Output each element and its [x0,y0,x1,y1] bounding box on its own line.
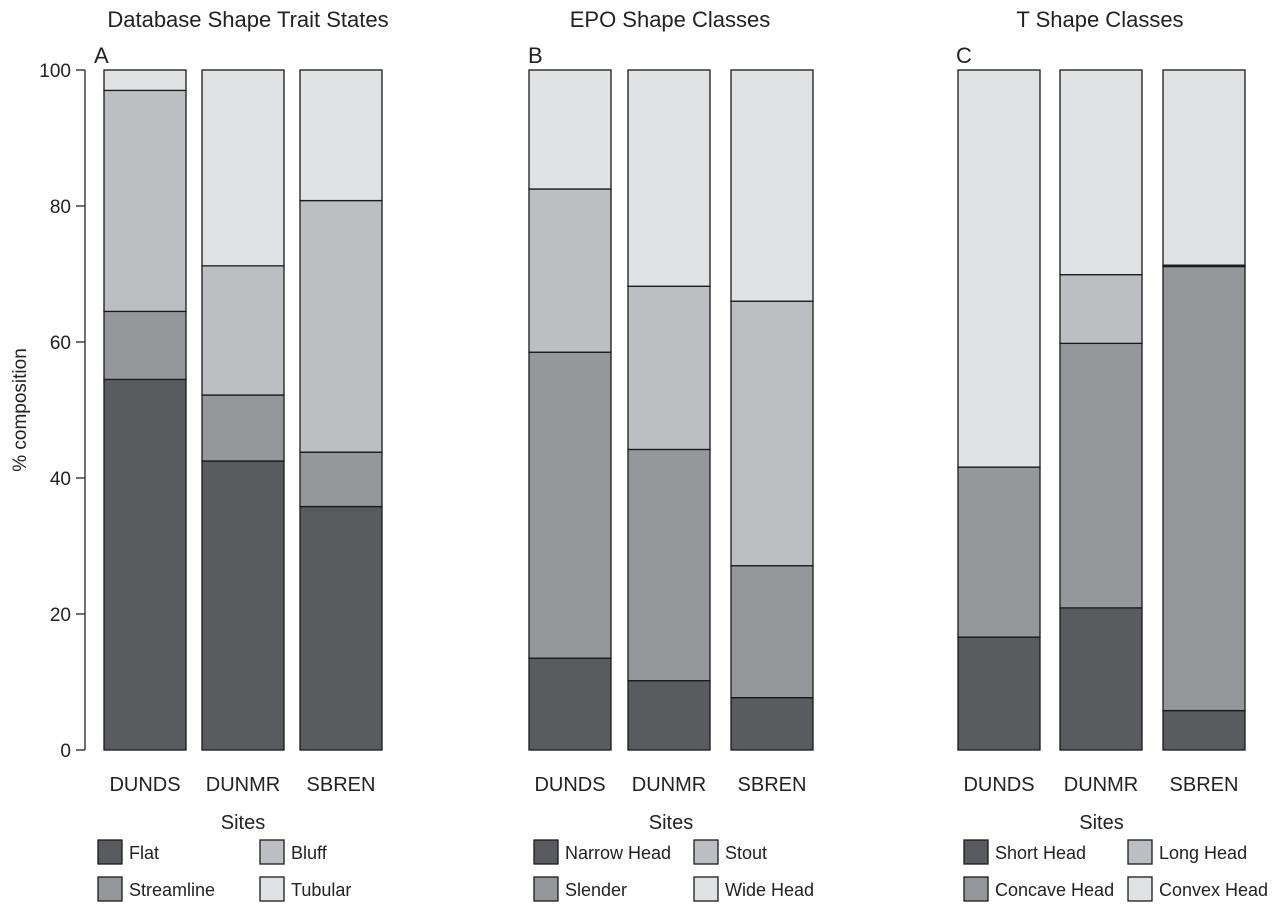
bar-segment-slender [730,565,814,699]
x-tick-label: DUNDS [534,774,605,796]
bar-segment-streamline [103,310,187,381]
chart-title: T Shape Classes [1016,7,1183,32]
bar-segment-short-head [1059,607,1143,751]
bar-segment-flat [201,460,285,751]
bar-segment-convex-head [957,69,1041,468]
legend-label: Short Head [995,843,1086,863]
bar-segment-slender [528,351,612,659]
bar-segment-convex-head [1059,69,1143,276]
legend-label: Flat [129,843,159,863]
x-tick-label: SBREN [307,774,376,796]
x-tick-label: SBREN [738,774,807,796]
bar-segment-wide-head [528,69,612,190]
x-axis-label: Sites [221,812,265,834]
x-tick-label: DUNMR [632,774,706,796]
legend-swatch [1127,876,1153,902]
y-tick-label: 0 [60,741,71,762]
bar-segment-bluff [299,199,383,453]
x-tick-label: DUNMR [206,774,280,796]
bar-segment-convex-head [1162,69,1246,266]
legend-label: Bluff [291,843,328,863]
y-axis-label: % composition [10,348,31,472]
legend-label: Concave Head [995,880,1114,900]
legend-label: Wide Head [725,880,814,900]
bar-segment-narrow-head [730,696,814,751]
legend-label: Streamline [129,880,215,900]
legend-swatch [259,876,285,902]
y-tick-label: 100 [39,61,71,82]
legend-swatch [1127,839,1153,865]
legend-label: Tubular [291,880,351,900]
bar-segment-flat [103,378,187,751]
bar-segment-bluff [201,265,285,396]
legend-swatch [963,876,989,902]
bar-segment-short-head [1162,709,1246,751]
x-tick-label: DUNMR [1064,774,1138,796]
bar-segment-stout [730,300,814,567]
legend-label: Stout [725,843,767,863]
bar-segment-stout [528,188,612,353]
y-tick-label: 80 [50,197,71,218]
bar-segment-short-head [957,636,1041,751]
bar-segment-stout [627,285,711,451]
bar-segment-tubular [201,69,285,267]
legend-swatch [533,839,559,865]
bar-segment-slender [627,448,711,682]
bar-segment-concave-head [1162,265,1246,712]
legend-label: Slender [565,880,627,900]
x-tick-label: DUNDS [963,774,1034,796]
legend-label: Narrow Head [565,843,671,863]
bar-segment-long-head [1059,274,1143,345]
chart-title: Database Shape Trait States [107,7,388,32]
bar-segment-streamline [299,451,383,508]
chart-title: EPO Shape Classes [570,7,771,32]
bar-segment-wide-head [627,69,711,287]
x-tick-label: DUNDS [109,774,180,796]
bar-segment-wide-head [730,69,814,302]
legend-label: Long Head [1159,843,1247,863]
bar-segment-narrow-head [627,679,711,751]
x-tick-label: SBREN [1170,774,1239,796]
legend-swatch [963,839,989,865]
bar-segment-bluff [103,89,187,313]
legend-swatch [693,839,719,865]
bar-segment-concave-head [1059,342,1143,609]
panel-letter: A [94,43,109,68]
bar-segment-tubular [103,69,187,92]
y-tick-label: 60 [50,333,71,354]
x-axis-label: Sites [1079,812,1123,834]
y-tick-label: 40 [50,469,71,490]
x-axis-label: Sites [649,812,693,834]
legend-swatch [97,876,123,902]
bar-segment-flat [299,505,383,751]
bar-segment-concave-head [957,466,1041,638]
legend-swatch [533,876,559,902]
bar-segment-narrow-head [528,657,612,751]
legend-swatch [693,876,719,902]
legend-swatch [97,839,123,865]
bar-segment-tubular [299,69,383,202]
bar-segment-streamline [201,394,285,462]
panel-letter: B [528,43,543,68]
y-tick-label: 20 [50,605,71,626]
panel-letter: C [956,43,972,68]
legend-swatch [259,839,285,865]
legend-label: Convex Head [1159,880,1268,900]
